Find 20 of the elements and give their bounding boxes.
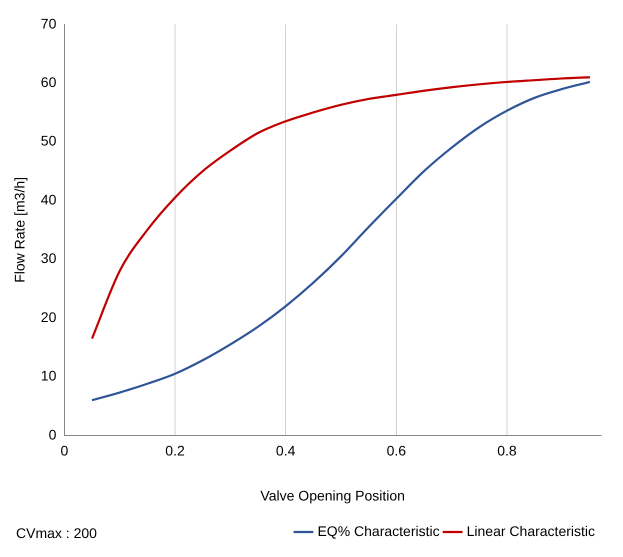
y-tick-label: 50 xyxy=(40,132,57,149)
y-tick-label: 20 xyxy=(40,308,57,325)
x-tick-label: 0.2 xyxy=(165,442,185,459)
y-tick-label: 40 xyxy=(40,191,57,208)
y-tick-label: 0 xyxy=(48,426,57,442)
line-series xyxy=(90,80,592,402)
x-axis-title: Valve Opening Position xyxy=(260,487,405,504)
x-tick-label: 0.4 xyxy=(276,442,296,459)
legend-label: Linear Characteristic xyxy=(466,522,596,539)
text: CVmax : 200 xyxy=(16,524,98,541)
x-tick-label: 0.6 xyxy=(386,442,406,459)
y-tick-label: 60 xyxy=(40,74,57,90)
y-tick-label: 70 xyxy=(40,15,57,32)
line-series xyxy=(90,76,592,340)
legend-label: EQ% Characteristic xyxy=(317,522,440,539)
y-axis-title: Flow Rate [m3/h] xyxy=(11,176,28,283)
y-tick-label: 10 xyxy=(40,368,57,384)
x-tick-label: 0 xyxy=(60,442,68,459)
y-tick-label: 30 xyxy=(40,250,57,266)
x-tick-label: 0.8 xyxy=(497,442,517,459)
